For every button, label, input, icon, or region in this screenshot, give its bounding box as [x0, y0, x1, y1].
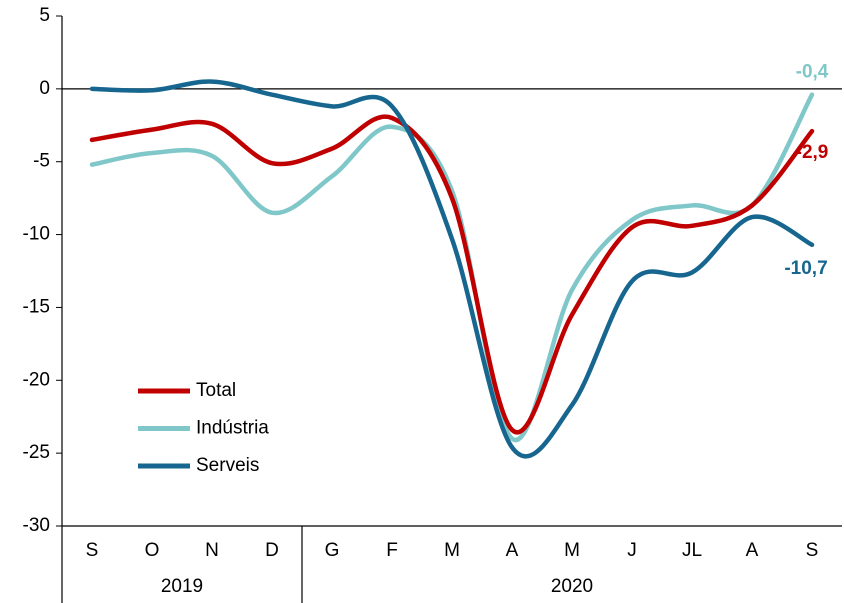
x-tick-label: A [746, 540, 759, 561]
y-tick-label: 5 [39, 5, 50, 26]
line-series [89, 114, 815, 435]
value-label: -10,7 [784, 258, 827, 279]
x-tick-label: J [627, 540, 637, 561]
x-tick-label: S [86, 540, 99, 561]
group-label: 2020 [551, 576, 593, 597]
x-tick-label: D [265, 540, 279, 561]
y-tick-label: -15 [23, 296, 50, 317]
y-tick-label: -10 [23, 224, 50, 245]
legend-label: Total [196, 380, 236, 401]
x-tick-label: M [564, 540, 580, 561]
x-tick-label: G [325, 540, 340, 561]
x-tick-label: A [506, 540, 519, 561]
y-tick-label: -5 [33, 151, 50, 172]
x-tick-label: JL [682, 540, 702, 561]
value-label: -2,9 [796, 142, 829, 163]
x-tick-label: O [145, 540, 160, 561]
x-tick-label: M [444, 540, 460, 561]
group-label: 2019 [161, 576, 203, 597]
y-tick-label: 0 [39, 78, 50, 99]
y-tick-label: -20 [23, 369, 50, 390]
x-tick-label: S [806, 540, 819, 561]
y-tick-label: -25 [23, 442, 50, 463]
y-tick-label: -30 [23, 515, 50, 536]
x-tick-label: N [205, 540, 219, 561]
x-tick-label: F [386, 540, 398, 561]
line-series [89, 79, 815, 459]
value-label: -0,4 [796, 62, 829, 83]
legend-label: Indústria [196, 418, 269, 439]
legend-label: Serveis [196, 455, 259, 476]
